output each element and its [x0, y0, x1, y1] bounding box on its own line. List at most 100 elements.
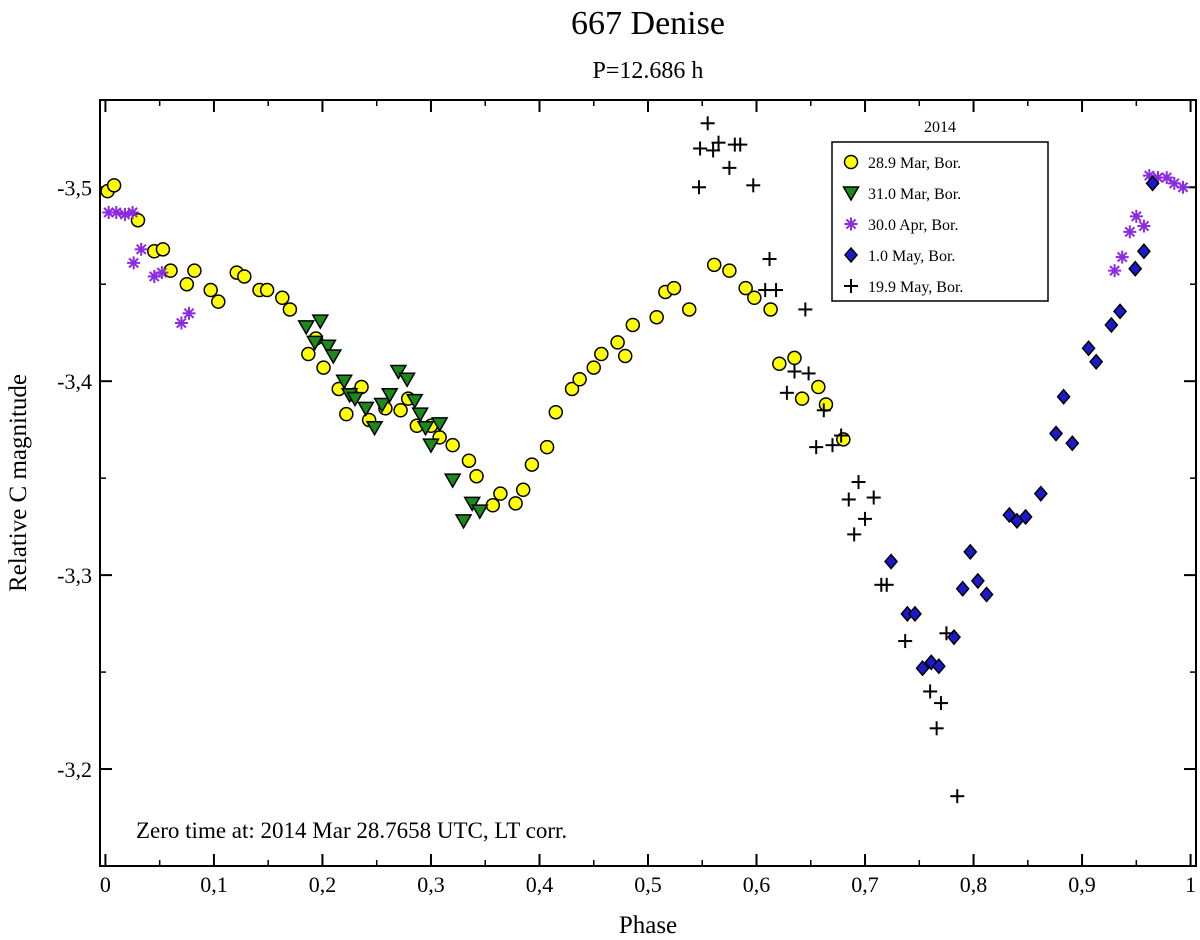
data-point-series-2 — [1108, 264, 1122, 278]
data-point-series-4 — [816, 403, 831, 418]
data-point-series-0 — [237, 269, 252, 284]
data-point-series-2 — [1137, 219, 1151, 233]
data-point-series-0 — [681, 302, 697, 317]
data-point-series-4 — [693, 141, 708, 156]
data-point-series-2 — [174, 316, 188, 330]
data-point-series-1 — [380, 388, 399, 404]
data-point-series-0 — [339, 406, 354, 422]
data-point-series-0 — [515, 482, 531, 498]
data-point-series-1 — [389, 364, 408, 380]
data-point-series-4 — [762, 252, 777, 267]
data-point-series-0 — [818, 397, 834, 412]
data-point-series-4 — [866, 490, 881, 505]
data-point-series-2 — [1176, 180, 1190, 194]
data-point-series-0 — [649, 309, 664, 325]
zero-time-annotation: Zero time at: 2014 Mar 28.7658 UTC, LT c… — [136, 818, 567, 843]
data-point-series-4 — [851, 475, 866, 490]
data-point-series-1 — [311, 314, 330, 330]
data-point-series-1 — [365, 420, 384, 437]
data-point-series-3 — [1128, 260, 1143, 277]
data-points — [100, 116, 1190, 804]
x-tick-label: 0,9 — [1068, 872, 1096, 897]
x-tick-label: 0,2 — [309, 872, 337, 897]
data-point-series-2 — [1129, 209, 1143, 223]
data-point-series-4 — [834, 428, 849, 443]
x-tick-label: 0 — [100, 872, 111, 897]
data-point-series-0 — [259, 282, 275, 298]
y-tick-label: -3,4 — [57, 369, 92, 394]
data-point-series-3 — [1089, 353, 1104, 370]
data-point-series-3 — [1018, 508, 1033, 526]
data-point-series-0 — [572, 372, 587, 387]
data-point-series-0 — [275, 290, 290, 306]
data-point-series-1 — [346, 391, 364, 408]
y-tick-label: -3,5 — [57, 175, 92, 200]
data-point-series-3 — [1081, 340, 1096, 357]
data-point-series-4 — [879, 577, 894, 592]
data-point-series-3 — [955, 580, 970, 597]
legend-label: 28.9 Mar, Bor. — [868, 155, 961, 172]
data-point-series-3 — [884, 553, 899, 570]
data-point-series-4 — [692, 180, 707, 195]
data-point-series-2 — [1115, 250, 1129, 264]
data-point-series-4 — [933, 696, 948, 711]
data-point-series-1 — [335, 374, 353, 390]
data-point-series-0 — [179, 276, 195, 292]
data-point-series-3 — [1104, 316, 1119, 334]
data-point-series-1 — [422, 438, 440, 454]
x-tick-label: 1 — [1185, 872, 1196, 897]
x-tick-label: 0,4 — [526, 872, 554, 897]
x-tick-label: 0,3 — [417, 872, 445, 897]
data-point-series-3 — [907, 605, 922, 623]
data-point-series-4 — [711, 135, 726, 150]
x-axis: 0 0,1 0,2 0,3 0,4 0,5 0,6 0,7 0,8 0,9 1 — [100, 100, 1196, 897]
data-point-series-0 — [594, 346, 609, 362]
data-point-series-4 — [769, 283, 784, 298]
legend: 2014 28.9 Mar, Bor. 31.0 Mar, Bor. 30.0 Ap… — [831, 119, 1049, 302]
data-point-series-4 — [825, 438, 840, 453]
data-point-series-1 — [306, 335, 324, 351]
data-point-series-0 — [586, 360, 601, 375]
data-point-series-3 — [931, 658, 946, 675]
data-point-series-3 — [1056, 388, 1071, 405]
data-point-series-3 — [1049, 425, 1064, 442]
legend-label: 31.0 Mar, Bor. — [868, 186, 961, 203]
data-point-series-3 — [979, 586, 994, 603]
data-point-series-0 — [548, 404, 564, 420]
data-point-series-4 — [801, 366, 816, 381]
x-tick-label: 0,5 — [634, 872, 662, 897]
data-point-series-3 — [1136, 243, 1151, 260]
data-point-series-2 — [127, 256, 141, 270]
legend-marker-2 — [844, 217, 858, 231]
data-point-series-0 — [155, 242, 171, 257]
data-point-series-2 — [155, 266, 169, 280]
data-point-series-3 — [1065, 435, 1080, 452]
legend-box — [831, 141, 1049, 302]
x-tick-label: 0,1 — [200, 872, 228, 897]
data-point-series-1 — [443, 473, 462, 489]
data-point-series-0 — [163, 263, 178, 278]
data-point-series-3 — [1033, 485, 1048, 502]
data-point-series-4 — [722, 160, 737, 175]
data-point-series-2 — [109, 205, 123, 219]
data-point-series-1 — [319, 339, 337, 355]
data-point-series-0 — [393, 403, 408, 418]
data-point-series-0 — [610, 335, 625, 350]
data-point-series-1 — [471, 504, 489, 520]
data-point-series-0 — [564, 381, 580, 397]
x-axis-label: Phase — [619, 912, 677, 939]
data-point-series-0 — [666, 280, 682, 296]
data-point-series-0 — [794, 391, 810, 406]
data-point-series-0 — [469, 468, 484, 484]
data-point-series-0 — [625, 317, 641, 333]
data-point-series-0 — [772, 356, 787, 371]
data-point-series-1 — [454, 514, 473, 530]
data-point-series-4 — [706, 143, 721, 158]
data-point-series-0 — [354, 379, 369, 395]
data-point-series-0 — [130, 212, 146, 228]
data-point-series-0 — [738, 280, 753, 296]
y-tick-label: -3,2 — [57, 757, 92, 782]
data-point-series-4 — [700, 116, 715, 131]
data-point-series-2 — [126, 205, 140, 219]
chart-title: 667 Denise — [571, 5, 725, 42]
